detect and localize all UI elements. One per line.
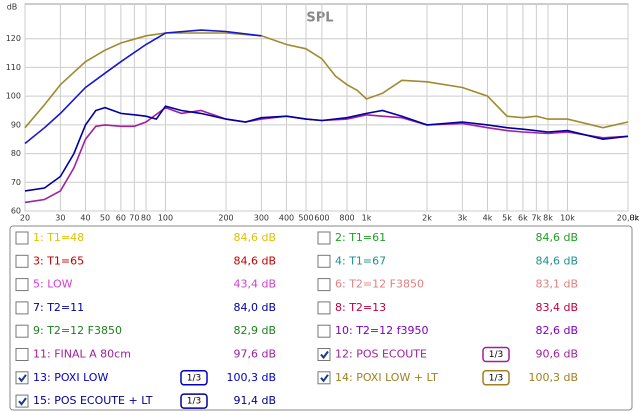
trace-level: 97,6 dB xyxy=(233,348,276,361)
x-tick-label: 100 xyxy=(158,214,173,223)
trace-label: 12: POS ECOUTE xyxy=(335,348,427,361)
checkbox[interactable] xyxy=(15,394,29,408)
checkbox[interactable] xyxy=(15,254,29,268)
x-tick-label: 80 xyxy=(141,214,151,223)
trace-label: 6: T2=12 F3850 xyxy=(335,278,424,291)
series-line xyxy=(24,29,262,145)
x-tick-label: 800 xyxy=(339,214,354,223)
checkbox[interactable] xyxy=(15,348,29,361)
x-tick-label: 20 xyxy=(20,214,30,223)
x-tick-label: 40 xyxy=(80,214,90,223)
smoothing-badge[interactable] xyxy=(482,370,510,386)
trace-label: 9: T2=12 F3850 xyxy=(33,324,122,337)
checkbox[interactable] xyxy=(15,324,29,338)
checkbox[interactable] xyxy=(317,231,331,245)
checkmark xyxy=(320,374,329,383)
trace-level: 91,4 dB xyxy=(233,394,276,407)
trace-level: 83,1 dB xyxy=(535,278,578,291)
y-tick-label: 60 xyxy=(11,207,21,216)
y-tick-label: 80 xyxy=(11,149,21,158)
y-tick-label: 110 xyxy=(6,63,21,72)
smoothing-label: 1/3 xyxy=(489,350,503,360)
x-tick-label: 4k xyxy=(483,214,493,223)
checkbox[interactable] xyxy=(15,231,29,245)
x-tick-label: 6k xyxy=(518,214,528,223)
smoothing-label: 1/3 xyxy=(187,373,201,383)
smoothing-badge[interactable] xyxy=(180,370,208,386)
chart-title: SPL xyxy=(306,11,333,26)
trace-label: 14: POXI LOW + LT xyxy=(335,371,438,384)
x-tick-label: 300 xyxy=(254,214,269,223)
series-line xyxy=(24,105,629,192)
y-axis-label: dB xyxy=(7,3,18,12)
smoothing-label: 1/3 xyxy=(187,397,201,407)
trace-label: 4: T1=67 xyxy=(335,254,386,267)
x-tick-label: 7k xyxy=(531,214,541,223)
checkbox[interactable] xyxy=(317,301,331,315)
trace-level: 84,0 dB xyxy=(233,301,276,314)
trace-label: 15: POS ECOUTE + LT xyxy=(33,394,153,407)
series-line xyxy=(24,32,629,129)
checkbox[interactable] xyxy=(317,348,331,361)
trace-label: 2: T1=61 xyxy=(335,231,386,244)
trace-label: 8: T2=13 xyxy=(335,301,386,314)
smoothing-label: 1/3 xyxy=(489,373,503,383)
trace-level: 84,6 dB xyxy=(233,254,276,267)
checkbox[interactable] xyxy=(15,301,29,315)
trace-level: 100,3 dB xyxy=(226,371,276,384)
trace-level: 84,6 dB xyxy=(535,231,578,244)
x-tick-label: 1k xyxy=(362,214,372,223)
trace-level: 43,4 dB xyxy=(233,278,276,291)
x-tick-label: 3k xyxy=(458,214,468,223)
trace-label: 11: FINAL A 80cm xyxy=(33,348,131,361)
checkbox[interactable] xyxy=(317,254,331,268)
checkmark xyxy=(320,350,329,360)
x-tick-label: 400 xyxy=(279,214,294,223)
checkbox[interactable] xyxy=(317,324,331,338)
checkbox[interactable] xyxy=(15,371,29,385)
checkbox[interactable] xyxy=(15,278,29,292)
smoothing-badge[interactable] xyxy=(180,393,208,409)
x-tick-label: 500 xyxy=(298,214,313,223)
x-tick-label: 600 xyxy=(314,214,329,223)
x-tick-label: 8k xyxy=(543,214,553,223)
x-tick-label: 50 xyxy=(100,214,110,223)
trace-level: 100,3 dB xyxy=(528,371,578,384)
trace-level: 84,6 dB xyxy=(233,231,276,244)
trace-label: 3: T1=65 xyxy=(33,254,84,267)
plot-frame xyxy=(24,3,629,212)
y-tick-label: 120 xyxy=(6,34,21,43)
legend-panel xyxy=(9,225,633,411)
x-tick-label: 30 xyxy=(55,214,65,223)
smoothing-badge[interactable] xyxy=(482,346,510,363)
trace-level: 82,6 dB xyxy=(535,324,578,337)
y-tick-label: 100 xyxy=(6,92,21,101)
trace-label: 13: POXI LOW xyxy=(33,371,108,384)
checkbox[interactable] xyxy=(317,371,331,385)
x-tick-label: 5k xyxy=(502,214,512,223)
x-tick-label: 60 xyxy=(116,214,126,223)
x-unit: Hz xyxy=(630,214,639,222)
y-tick-label: 70 xyxy=(11,178,21,187)
trace-level: 90,6 dB xyxy=(535,348,578,361)
trace-label: 1: T1=48 xyxy=(33,231,84,244)
checkmark xyxy=(18,397,27,406)
checkmark xyxy=(18,374,27,383)
x-tick-label: 70 xyxy=(129,214,139,223)
trace-label: 5: LOW xyxy=(33,278,73,291)
x-tick-label: 2k xyxy=(422,214,432,223)
trace-label: 7: T2=11 xyxy=(33,301,84,314)
y-tick-label: 90 xyxy=(11,120,21,129)
x-tick-label: 200 xyxy=(218,214,233,223)
trace-label: 10: T2=12 f3950 xyxy=(335,324,429,337)
checkbox[interactable] xyxy=(317,278,331,292)
trace-level: 82,9 dB xyxy=(233,324,276,337)
x-tick-label: 20,0k xyxy=(617,214,640,223)
trace-level: 84,6 dB xyxy=(535,254,578,267)
x-tick-label: 10k xyxy=(560,214,575,223)
trace-level: 83,4 dB xyxy=(535,301,578,314)
